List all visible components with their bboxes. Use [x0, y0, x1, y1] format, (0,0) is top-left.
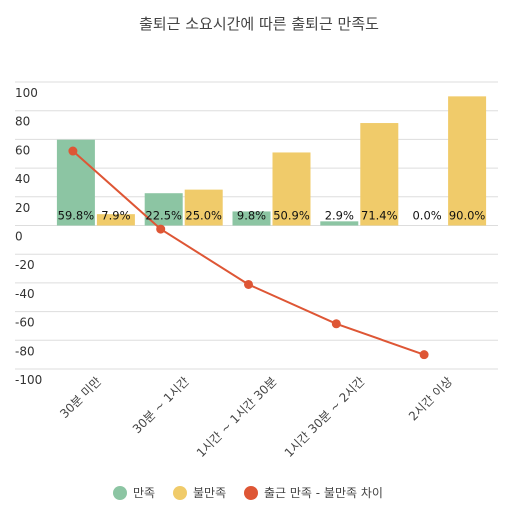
y-tick-label: 100 [15, 86, 38, 100]
line-layer [68, 146, 429, 360]
bar [272, 152, 311, 226]
data-label: 0.0% [412, 209, 441, 223]
difference-point [331, 319, 341, 329]
bar [360, 123, 399, 226]
x-tick-label: 30분 ~ 1시간 [130, 374, 192, 436]
x-axis: 30분 미만 30분 ~ 1시간 1시간 ~ 1시간 30분 1시간 30분 ~ 2시… [57, 374, 455, 460]
chart-title: 출퇴근 소요시간에 따른 출퇴근 만족도 [139, 15, 379, 33]
x-tick-label: 1시간 ~ 1시간 30분 [194, 374, 280, 460]
data-label: 2.9% [325, 209, 354, 223]
y-tick-label: 40 [15, 172, 30, 186]
y-tick-label: -80 [15, 344, 35, 358]
grid-layer: 100 80 60 40 20 0 -20 -40 -60 -80 -100 [15, 81, 498, 387]
y-tick-label: -100 [15, 373, 42, 387]
y-tick-label: 0 [15, 230, 23, 244]
x-tick-label: 1시간 30분 ~ 2시간 [282, 374, 368, 460]
y-tick-label: -20 [15, 258, 35, 272]
label-layer: 59.8% 7.9% 22.5% 25.0% 9.8% 50.9% 2.9% 71.4% 0.0… [58, 209, 486, 223]
legend-swatch [173, 486, 187, 500]
data-label: 50.9% [273, 209, 310, 223]
data-label: 59.8% [58, 209, 95, 223]
y-tick-label: -40 [15, 287, 35, 301]
difference-point [419, 350, 429, 360]
data-label: 90.0% [449, 209, 486, 223]
legend-label: 불만족 [193, 486, 226, 500]
legend-swatch [113, 486, 127, 500]
bar [184, 189, 223, 226]
difference-point [68, 146, 78, 156]
difference-point [244, 279, 253, 289]
x-tick-label: 30분 미만 [57, 374, 104, 421]
bar [232, 211, 271, 226]
legend-swatch [244, 486, 258, 500]
bar [320, 221, 359, 226]
bar [448, 96, 487, 226]
legend-label: 만족 [133, 486, 155, 500]
x-tick-label: 2시간 이상 [406, 374, 455, 423]
legend-label: 출근 만족 - 불만족 차이 [264, 486, 383, 500]
data-label: 7.9% [101, 209, 130, 223]
y-tick-label: 60 [15, 143, 30, 157]
legend: 만족 불만족 출근 만족 - 불만족 차이 [113, 486, 383, 500]
difference-point [156, 224, 166, 234]
bar [96, 214, 135, 226]
data-label: 9.8% [237, 209, 266, 223]
y-tick-label: -60 [15, 316, 35, 330]
data-label: 25.0% [185, 209, 222, 223]
y-tick-label: 80 [15, 115, 30, 129]
y-tick-label: 20 [15, 201, 30, 215]
data-label: 22.5% [145, 209, 182, 223]
data-label: 71.4% [361, 209, 398, 223]
bar-layer [56, 96, 487, 226]
